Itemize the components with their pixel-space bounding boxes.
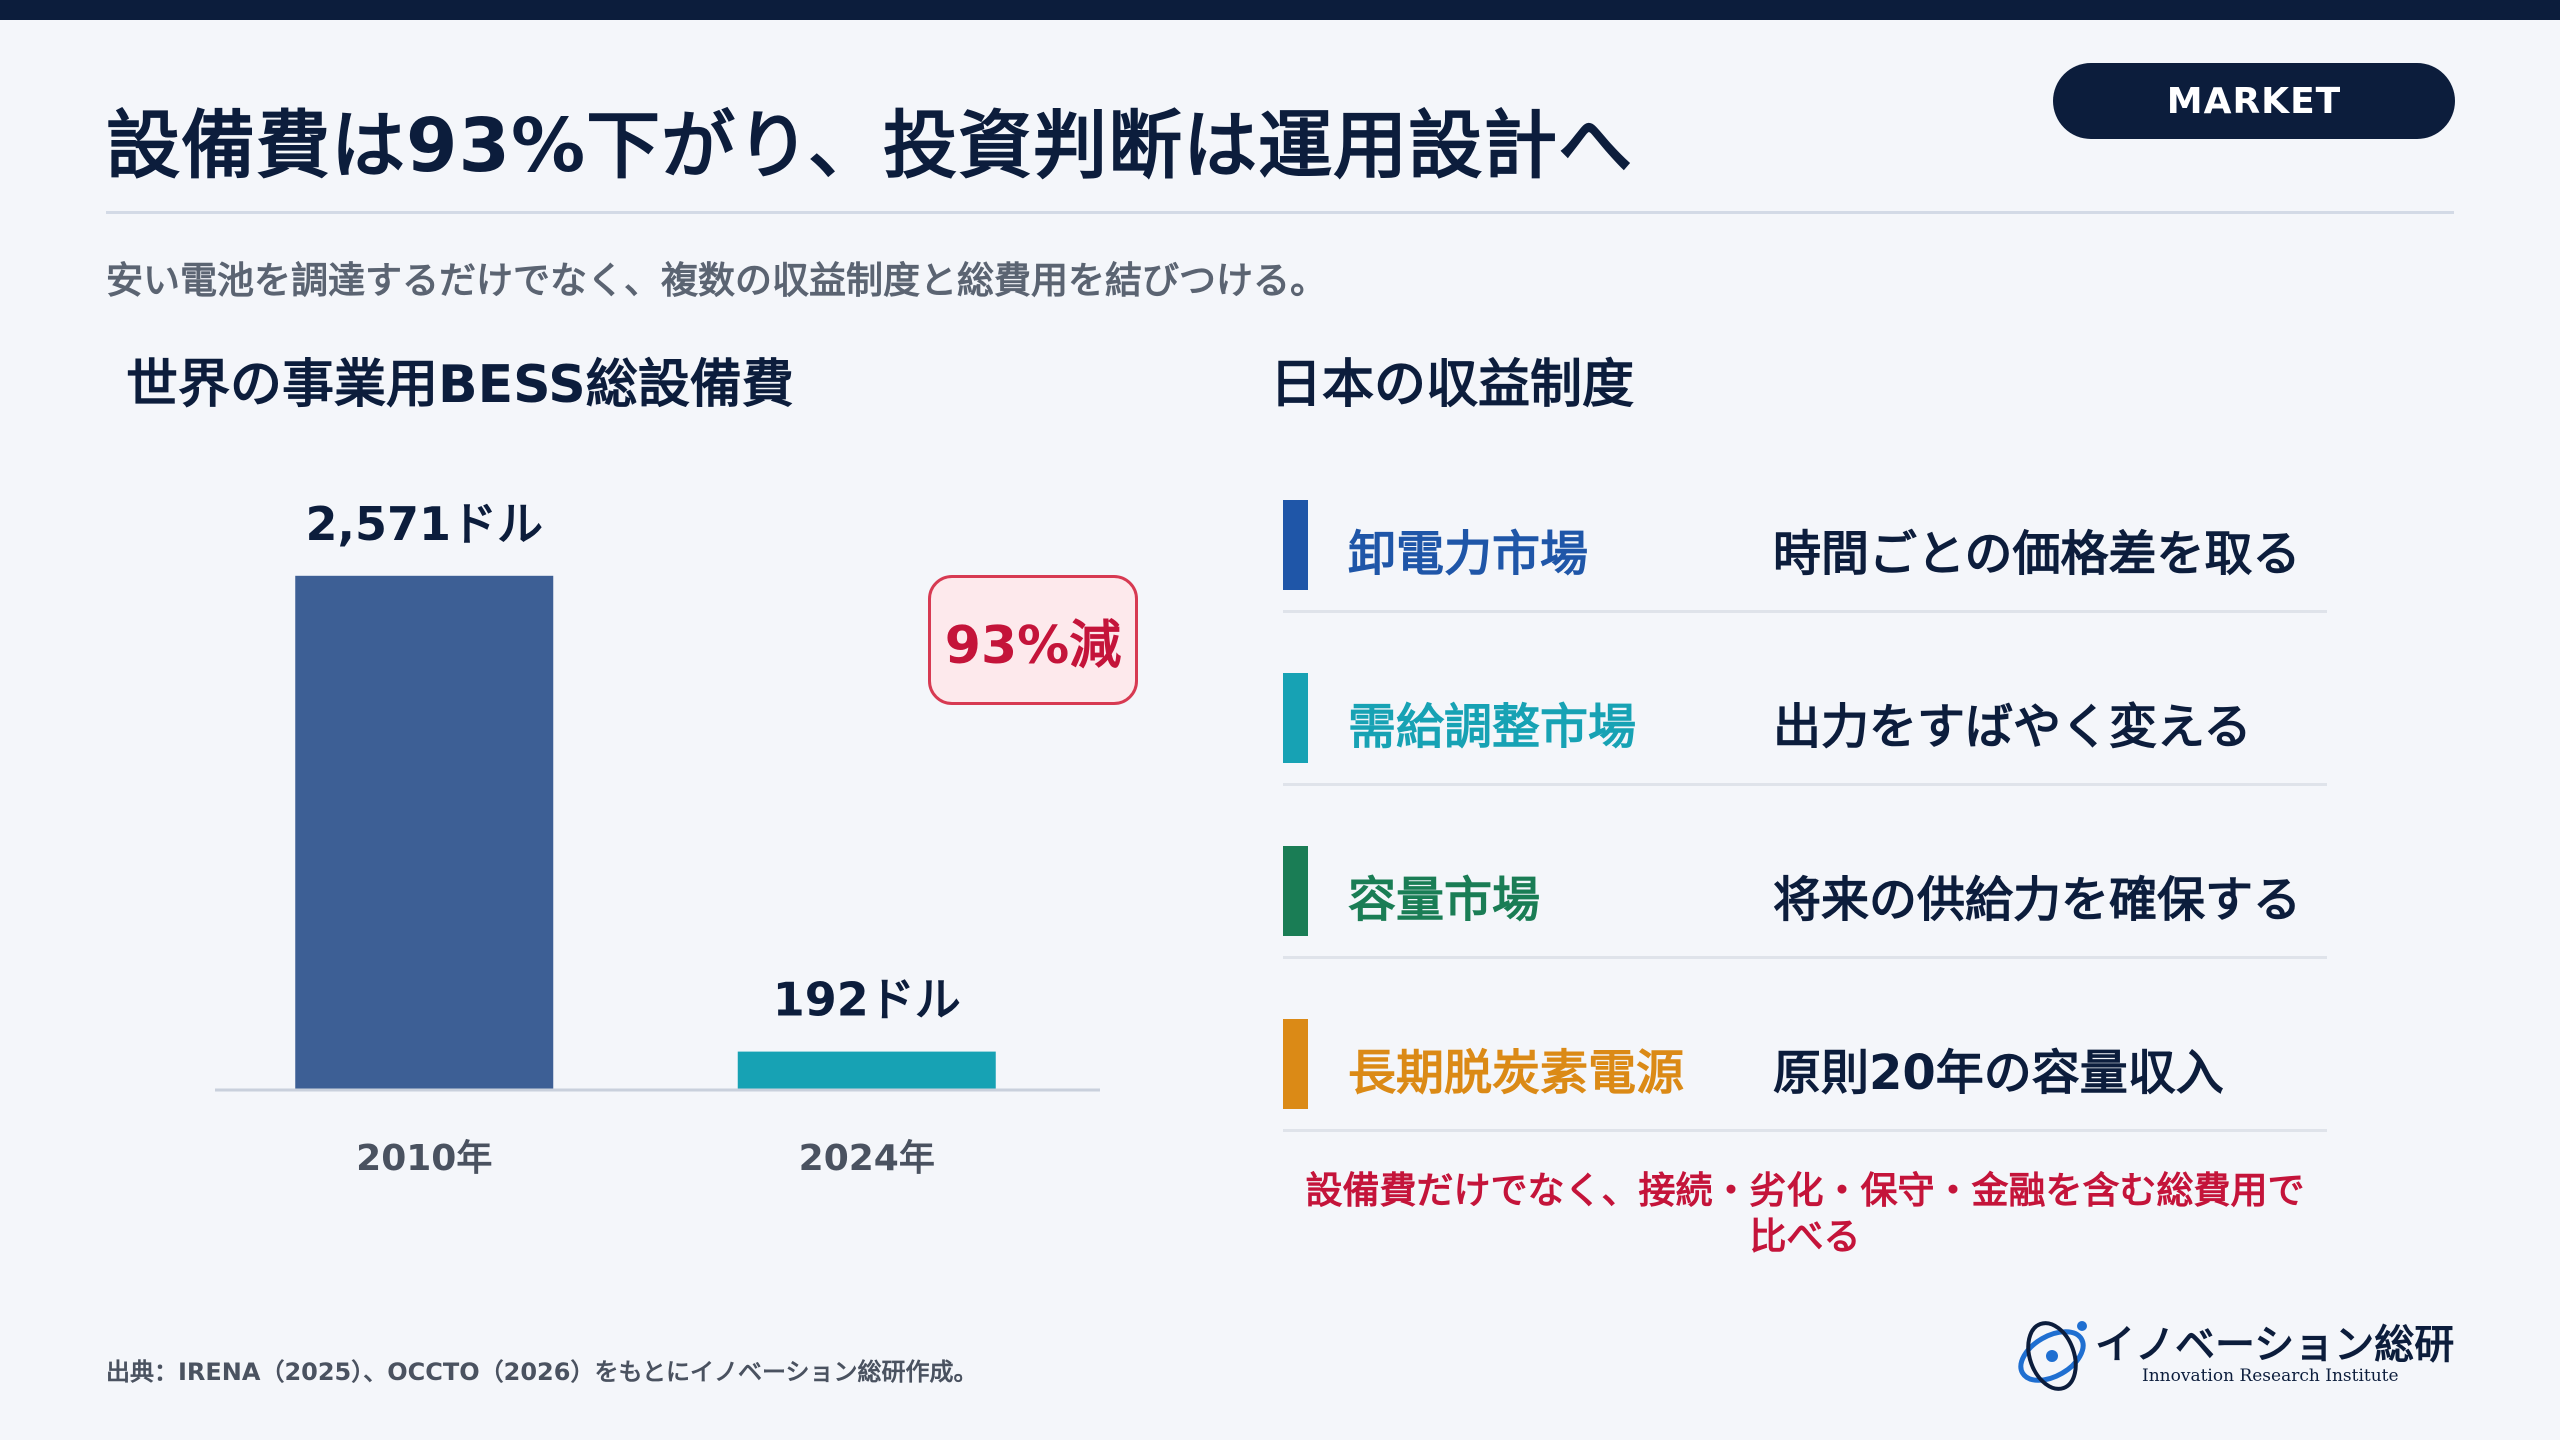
title-divider — [106, 211, 2454, 214]
reduction-callout: 93%減 — [928, 575, 1138, 705]
balancing-color-bar — [1283, 673, 1308, 763]
revenue-item-desc: 時間ごとの価格差を取る — [1773, 526, 2301, 582]
revenue-list: 卸電力市場 時間ごとの価格差を取る 需給調整市場 出力をすばやく変える 容量市場… — [1283, 440, 2327, 1132]
note-line-1: 設備費だけでなく、接続・劣化・保守・金融を含む総費用で — [1305, 1169, 2305, 1212]
x-tick-label: 2024年 — [799, 1138, 935, 1179]
bar-value-label: 2,571ドル — [305, 497, 543, 551]
revenue-item-name: 長期脱炭素電源 — [1348, 1045, 1685, 1101]
wholesale-color-bar — [1283, 500, 1308, 590]
note-line-2: 比べる — [1749, 1215, 1861, 1258]
decarbonization-color-bar — [1283, 1019, 1308, 1109]
page-subtitle: 安い電池を調達するだけでなく、複数の収益制度と総費用を結びつける。 — [106, 259, 1327, 302]
revenue-item-capacity: 容量市場 将来の供給力を確保する — [1283, 786, 2327, 959]
revenue-item-balancing: 需給調整市場 出力をすばやく変える — [1283, 613, 2327, 786]
bess-cost-bar-chart: 2,571ドル 2010年 192ドル 2024年 — [215, 497, 1100, 1179]
revenue-item-name: 容量市場 — [1348, 872, 1541, 928]
source-citation: 出典：IRENA（2025）、OCCTO（2026）をもとにイノベーション総研作… — [106, 1358, 978, 1386]
chart-section-title: 世界の事業用BESS総設備費 — [126, 355, 794, 415]
revenue-item-desc: 将来の供給力を確保する — [1773, 872, 2302, 928]
revenue-item-desc: 原則20年の容量収入 — [1773, 1045, 2224, 1101]
top-bar — [0, 0, 2560, 20]
total-cost-note: 設備費だけでなく、接続・劣化・保守・金融を含む総費用で 比べる — [1283, 1168, 2327, 1260]
revenue-item-name: 需給調整市場 — [1348, 699, 1637, 755]
company-logo: イノベーション総研 Innovation Research Institute — [2010, 1300, 2454, 1400]
revenue-item-name: 卸電力市場 — [1348, 526, 1589, 582]
bar-0 — [295, 575, 554, 1090]
atom-logo-icon — [2018, 1321, 2087, 1391]
revenue-item-desc: 出力をすばやく変える — [1773, 699, 2252, 755]
bar-1 — [737, 1051, 996, 1090]
market-badge: MARKET — [2053, 63, 2455, 139]
logo-subtitle: Innovation Research Institute — [2142, 1366, 2399, 1386]
revenue-item-long-term-decarbonization: 長期脱炭素電源 原則20年の容量収入 — [1283, 959, 2327, 1132]
page-title: 設備費は93%下がり、投資判断は運用設計へ — [106, 103, 1634, 189]
revenue-item-wholesale: 卸電力市場 時間ごとの価格差を取る — [1283, 440, 2327, 613]
logo-name: イノベーション総研 — [2095, 1321, 2455, 1368]
capacity-color-bar — [1283, 846, 1308, 936]
x-tick-label: 2010年 — [356, 1138, 492, 1179]
bar-value-label: 192ドル — [773, 973, 961, 1027]
revenue-section-title: 日本の収益制度 — [1270, 355, 1635, 415]
